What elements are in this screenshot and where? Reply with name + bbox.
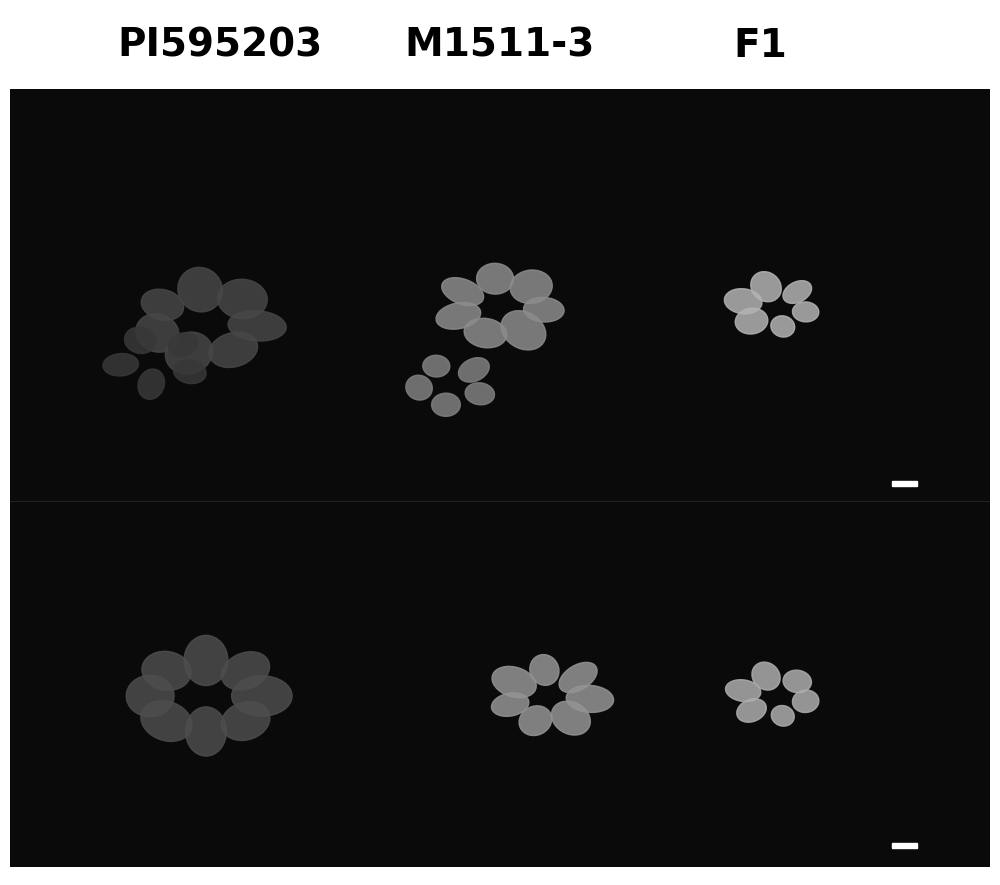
Text: F1: F1 <box>733 27 787 65</box>
Ellipse shape <box>501 311 546 350</box>
Ellipse shape <box>184 635 228 686</box>
Ellipse shape <box>566 685 614 712</box>
Ellipse shape <box>178 267 223 312</box>
Ellipse shape <box>221 651 270 690</box>
Ellipse shape <box>464 319 507 348</box>
Ellipse shape <box>792 690 819 712</box>
Ellipse shape <box>477 264 514 294</box>
Ellipse shape <box>423 355 450 377</box>
Bar <box>892 481 916 486</box>
Ellipse shape <box>126 675 174 717</box>
Ellipse shape <box>173 360 206 383</box>
Ellipse shape <box>524 297 564 322</box>
Ellipse shape <box>406 375 432 400</box>
Ellipse shape <box>783 670 811 693</box>
Ellipse shape <box>232 676 292 716</box>
Ellipse shape <box>492 666 536 697</box>
Ellipse shape <box>103 353 138 376</box>
Ellipse shape <box>559 662 597 693</box>
Ellipse shape <box>436 303 481 329</box>
Ellipse shape <box>751 272 781 302</box>
Ellipse shape <box>221 702 270 741</box>
Ellipse shape <box>168 333 198 357</box>
Ellipse shape <box>186 707 226 756</box>
Ellipse shape <box>491 693 529 716</box>
Ellipse shape <box>510 270 552 304</box>
Ellipse shape <box>141 701 192 742</box>
Ellipse shape <box>771 316 795 337</box>
Ellipse shape <box>442 278 484 305</box>
Ellipse shape <box>735 308 768 334</box>
Bar <box>892 843 916 848</box>
Ellipse shape <box>138 369 165 399</box>
Text: M1511-3: M1511-3 <box>405 27 595 65</box>
Ellipse shape <box>458 358 489 382</box>
Ellipse shape <box>432 393 460 416</box>
Ellipse shape <box>771 705 794 727</box>
Ellipse shape <box>142 651 191 690</box>
Ellipse shape <box>726 680 761 702</box>
Ellipse shape <box>465 382 494 404</box>
Ellipse shape <box>228 311 286 341</box>
Ellipse shape <box>551 701 590 735</box>
Ellipse shape <box>519 706 552 735</box>
Ellipse shape <box>737 699 766 722</box>
Ellipse shape <box>530 655 559 685</box>
Ellipse shape <box>136 313 179 352</box>
Ellipse shape <box>783 281 812 304</box>
Ellipse shape <box>165 332 213 374</box>
Ellipse shape <box>752 662 780 690</box>
Ellipse shape <box>125 327 156 353</box>
Ellipse shape <box>792 302 819 322</box>
Ellipse shape <box>209 332 258 367</box>
Ellipse shape <box>218 280 267 319</box>
Ellipse shape <box>141 289 184 320</box>
Text: PI595203: PI595203 <box>117 27 323 65</box>
Ellipse shape <box>724 289 762 314</box>
